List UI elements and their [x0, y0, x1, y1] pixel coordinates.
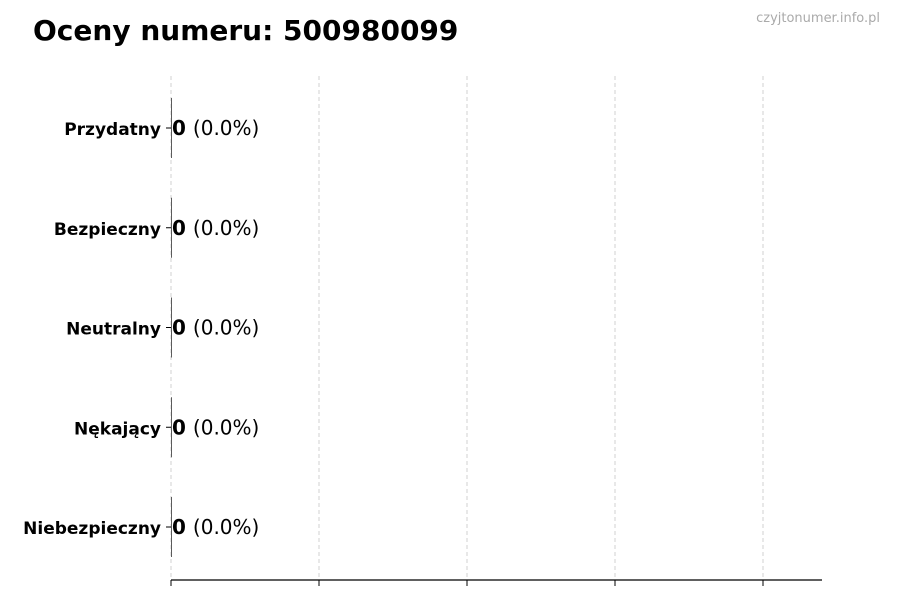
data-label-count: 0: [172, 116, 186, 140]
data-label: 0 (0.0%): [172, 116, 259, 140]
data-label: 0 (0.0%): [172, 515, 259, 539]
watermark: czyjtonumer.info.pl: [756, 11, 880, 26]
chart-title: Oceny numeru: 500980099: [33, 14, 458, 47]
y-tick-label: Nękający: [74, 419, 161, 439]
data-label-percent: (0.0%): [193, 116, 259, 140]
data-label-percent: (0.0%): [193, 515, 259, 539]
bar: [171, 197, 172, 258]
data-label-count: 0: [172, 216, 186, 240]
y-tick-label: Neutralny: [66, 320, 161, 340]
y-tick-label: Niebezpieczny: [23, 519, 161, 539]
bar: [171, 497, 172, 557]
data-label-count: 0: [172, 316, 186, 340]
data-label-count: 0: [172, 415, 186, 439]
data-label: 0 (0.0%): [172, 316, 259, 340]
bar: [171, 98, 172, 158]
y-tick-label: Przydatny: [64, 120, 161, 140]
data-label-percent: (0.0%): [193, 415, 259, 439]
data-label-count: 0: [172, 515, 186, 539]
bar: [171, 297, 172, 358]
data-label: 0 (0.0%): [172, 415, 259, 439]
bar: [171, 397, 172, 458]
data-label-percent: (0.0%): [193, 216, 259, 240]
data-label: 0 (0.0%): [172, 216, 259, 240]
y-tick-label: Bezpieczny: [54, 220, 161, 240]
data-label-percent: (0.0%): [193, 316, 259, 340]
